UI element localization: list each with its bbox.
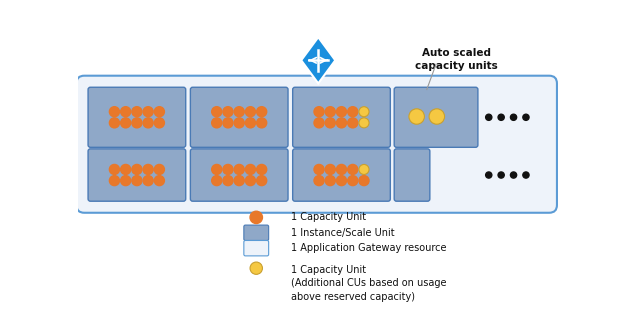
Circle shape: [120, 118, 130, 128]
Circle shape: [132, 107, 142, 117]
Circle shape: [245, 118, 255, 128]
Circle shape: [523, 114, 529, 120]
Circle shape: [250, 211, 263, 224]
FancyBboxPatch shape: [190, 87, 288, 147]
Polygon shape: [301, 37, 335, 83]
Circle shape: [132, 118, 142, 128]
Circle shape: [359, 175, 369, 186]
Circle shape: [325, 107, 335, 117]
Circle shape: [120, 164, 130, 175]
Circle shape: [325, 175, 335, 186]
Circle shape: [314, 107, 324, 117]
Circle shape: [212, 164, 222, 175]
Circle shape: [256, 175, 266, 186]
Circle shape: [154, 175, 164, 186]
FancyBboxPatch shape: [190, 149, 288, 201]
FancyBboxPatch shape: [88, 149, 186, 201]
Circle shape: [510, 172, 517, 178]
FancyBboxPatch shape: [394, 149, 430, 201]
Circle shape: [359, 118, 369, 128]
FancyBboxPatch shape: [77, 76, 557, 213]
Circle shape: [325, 164, 335, 175]
Circle shape: [498, 172, 504, 178]
Circle shape: [336, 118, 346, 128]
Circle shape: [348, 118, 358, 128]
Circle shape: [245, 175, 255, 186]
Circle shape: [523, 172, 529, 178]
Circle shape: [336, 164, 346, 175]
Circle shape: [154, 164, 164, 175]
Circle shape: [234, 107, 244, 117]
Circle shape: [223, 164, 233, 175]
Circle shape: [314, 118, 324, 128]
Circle shape: [256, 107, 266, 117]
FancyBboxPatch shape: [394, 87, 478, 147]
Circle shape: [154, 107, 164, 117]
Circle shape: [132, 164, 142, 175]
Circle shape: [348, 164, 358, 175]
Circle shape: [120, 175, 130, 186]
Circle shape: [143, 107, 153, 117]
Circle shape: [212, 175, 222, 186]
Circle shape: [109, 175, 119, 186]
FancyBboxPatch shape: [244, 241, 269, 256]
Text: 1 Capacity Unit
(Additional CUs based on usage
above reserved capacity): 1 Capacity Unit (Additional CUs based on…: [291, 265, 447, 302]
Circle shape: [485, 114, 492, 120]
Circle shape: [336, 107, 346, 117]
Circle shape: [120, 107, 130, 117]
Text: 1 Instance/Scale Unit: 1 Instance/Scale Unit: [291, 228, 395, 238]
Circle shape: [132, 175, 142, 186]
Circle shape: [348, 175, 358, 186]
Circle shape: [245, 107, 255, 117]
Circle shape: [223, 175, 233, 186]
Circle shape: [234, 118, 244, 128]
Circle shape: [314, 164, 324, 175]
Circle shape: [325, 118, 335, 128]
Circle shape: [256, 118, 266, 128]
Circle shape: [212, 107, 222, 117]
Circle shape: [234, 164, 244, 175]
Circle shape: [154, 118, 164, 128]
FancyBboxPatch shape: [244, 225, 269, 241]
Circle shape: [109, 118, 119, 128]
Circle shape: [348, 107, 358, 117]
Circle shape: [223, 107, 233, 117]
Circle shape: [429, 109, 444, 124]
Text: 1 Application Gateway resource: 1 Application Gateway resource: [291, 243, 447, 253]
Text: 1 Capacity Unit: 1 Capacity Unit: [291, 212, 366, 222]
FancyBboxPatch shape: [293, 149, 391, 201]
Circle shape: [498, 114, 504, 120]
Circle shape: [359, 164, 369, 175]
Circle shape: [212, 118, 222, 128]
Circle shape: [510, 114, 517, 120]
FancyBboxPatch shape: [88, 87, 186, 147]
Circle shape: [409, 109, 424, 124]
Text: Auto scaled
capacity units: Auto scaled capacity units: [415, 48, 497, 71]
Circle shape: [109, 107, 119, 117]
Circle shape: [250, 262, 263, 274]
Circle shape: [314, 175, 324, 186]
FancyBboxPatch shape: [293, 87, 391, 147]
Circle shape: [143, 118, 153, 128]
Circle shape: [485, 172, 492, 178]
Circle shape: [359, 107, 369, 117]
Circle shape: [143, 175, 153, 186]
Circle shape: [109, 164, 119, 175]
Circle shape: [143, 164, 153, 175]
Circle shape: [336, 175, 346, 186]
Circle shape: [256, 164, 266, 175]
Circle shape: [234, 175, 244, 186]
Circle shape: [223, 118, 233, 128]
Circle shape: [245, 164, 255, 175]
